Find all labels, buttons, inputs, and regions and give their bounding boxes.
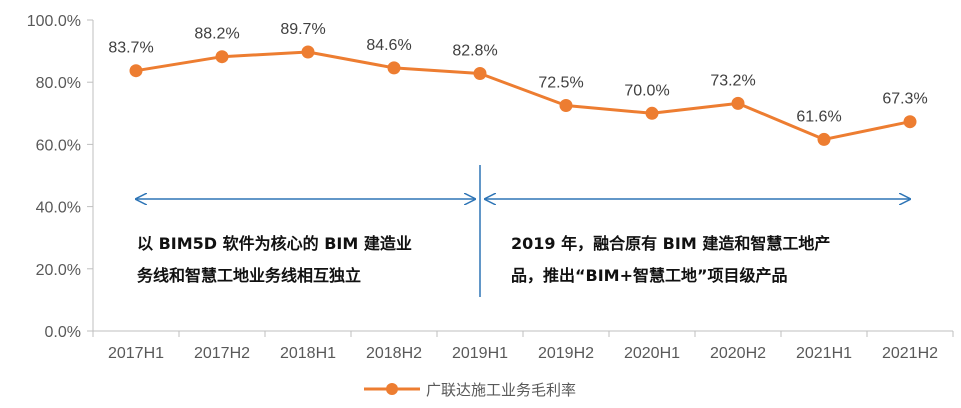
y-tick-label: 60.0% xyxy=(36,137,81,154)
data-label: 82.8% xyxy=(452,42,497,59)
x-tick-label: 2017H2 xyxy=(194,345,250,362)
phase-2-annotation-line: 品，推出“BIM+智慧工地”项目级产品 xyxy=(511,266,788,285)
x-tick-label: 2021H1 xyxy=(796,345,852,362)
data-point[interactable] xyxy=(129,64,143,78)
x-tick-label: 2018H2 xyxy=(366,345,422,362)
x-tick-label: 2020H1 xyxy=(624,345,680,362)
legend-label: 广联达施工业务毛利率 xyxy=(426,381,576,399)
y-tick-label: 80.0% xyxy=(36,75,81,92)
x-tick-label: 2019H2 xyxy=(538,345,594,362)
data-point[interactable] xyxy=(817,132,831,146)
series-line xyxy=(135,50,911,141)
y-tick-label: 40.0% xyxy=(36,200,81,217)
x-tick-label: 2021H2 xyxy=(882,345,938,362)
axes: 0.0% 20.0% 40.0% 60.0% 80.0% 100.0% 2017H1 2017… xyxy=(27,13,954,362)
data-point[interactable] xyxy=(387,61,401,75)
data-label: 89.7% xyxy=(280,21,325,38)
x-tick-label: 2017H1 xyxy=(108,345,164,362)
x-tick-label: 2018H1 xyxy=(280,345,336,362)
data-label: 72.5% xyxy=(538,75,583,92)
data-point[interactable] xyxy=(473,66,487,80)
data-label: 88.2% xyxy=(194,26,239,43)
y-tick-label: 20.0% xyxy=(36,262,81,279)
x-tick-label: 2019H1 xyxy=(452,345,508,362)
phase-1-annotation-line: 以 BIM5D 软件为核心的 BIM 建造业 xyxy=(137,234,412,253)
data-point[interactable] xyxy=(215,50,229,64)
x-tick-label: 2020H2 xyxy=(710,345,766,362)
data-labels: 83.7% 88.2% 89.7% 84.6% 82.8% 72.5% 70.0% 73.2%… xyxy=(108,21,927,125)
data-label: 67.3% xyxy=(882,91,927,108)
phase-1-annotation-line: 务线和智慧工地业务线相互独立 xyxy=(137,266,361,285)
series xyxy=(129,45,917,146)
data-point[interactable] xyxy=(903,115,917,129)
data-label: 84.6% xyxy=(366,37,411,54)
phase-2-annotation-line: 2019 年，融合原有 BIM 建造和智慧工地产 xyxy=(511,234,830,253)
data-point[interactable] xyxy=(301,45,315,59)
data-point[interactable] xyxy=(731,96,745,110)
legend[interactable]: 广联达施工业务毛利率 xyxy=(364,381,576,399)
data-label: 83.7% xyxy=(108,40,153,57)
y-tick-label: 0.0% xyxy=(45,324,81,341)
data-point[interactable] xyxy=(559,99,573,113)
data-point[interactable] xyxy=(645,106,659,120)
legend-marker xyxy=(386,383,398,395)
data-label: 73.2% xyxy=(710,72,755,89)
y-tick-label: 100.0% xyxy=(27,13,81,30)
data-label: 70.0% xyxy=(624,82,669,99)
data-label: 61.6% xyxy=(796,108,841,125)
